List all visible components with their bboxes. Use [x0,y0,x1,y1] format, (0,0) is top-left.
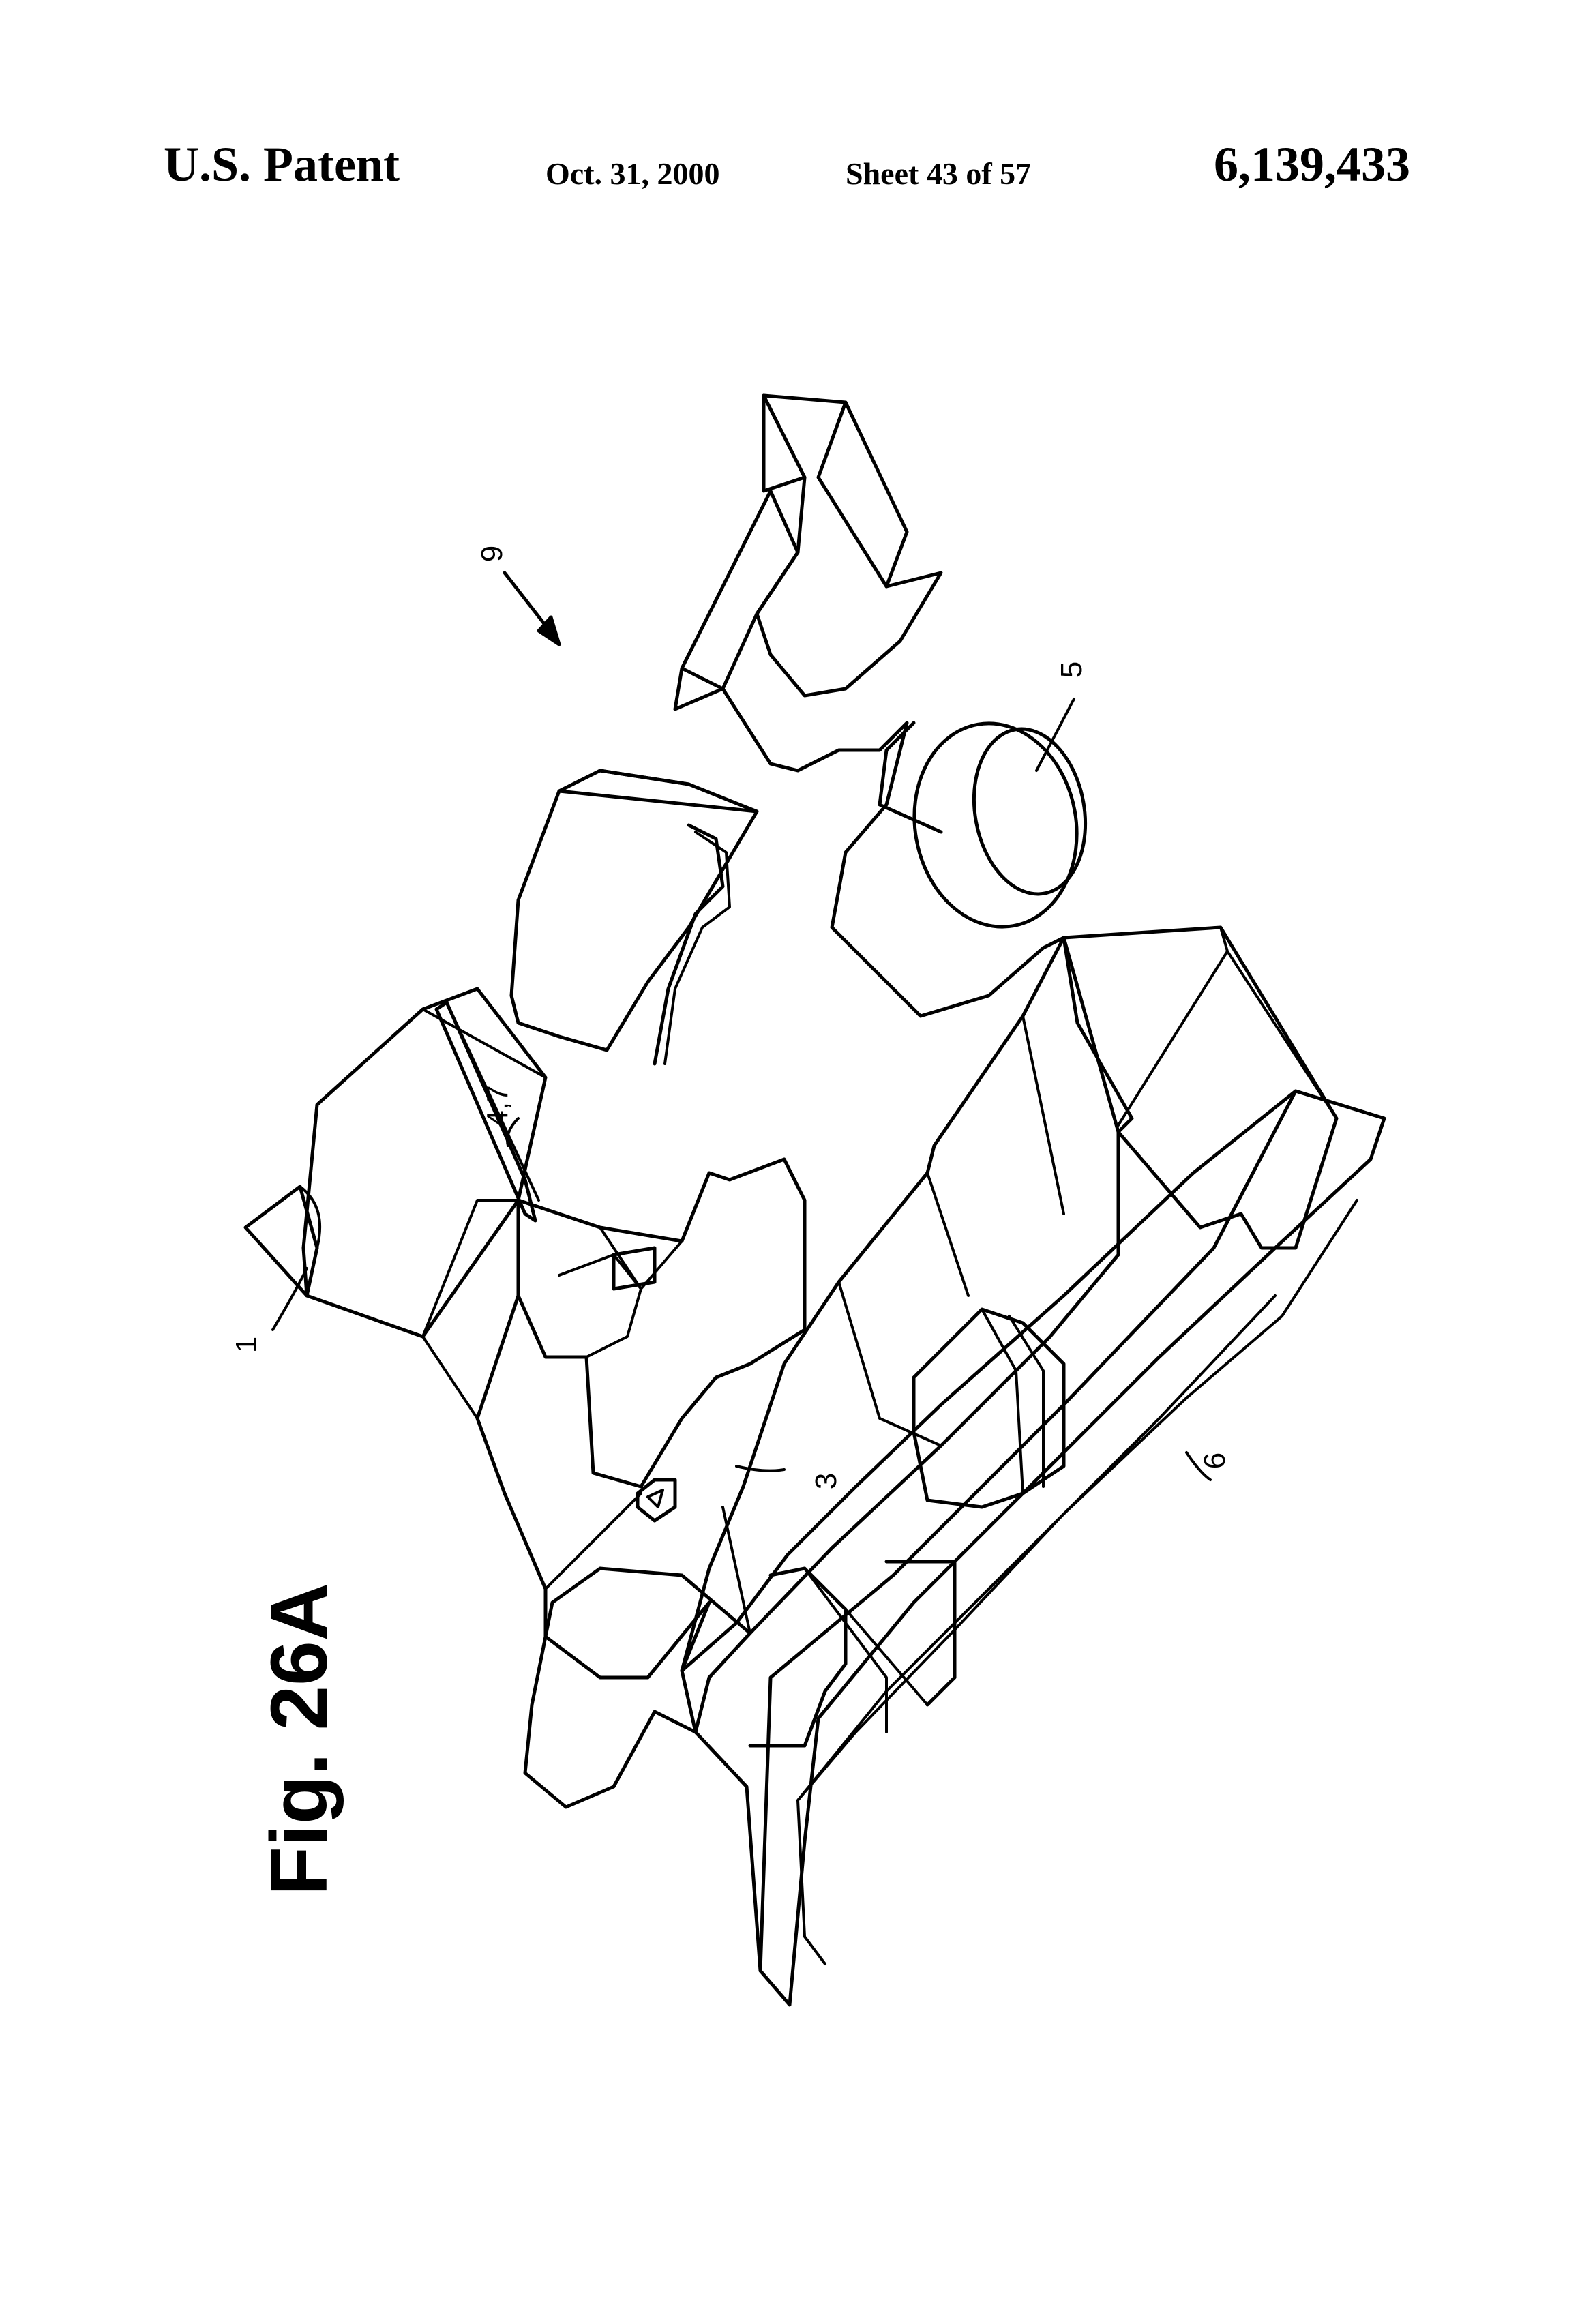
cylinder-5-top [961,720,1098,903]
lower-left-block [525,1568,750,1807]
small-triangle [648,1490,663,1507]
upper-housing [757,396,941,696]
leader-3 [736,1466,784,1471]
central-beam-top [723,1016,1064,1633]
lower-left-step-2 [805,1568,927,1732]
ref-3: 3 [811,1473,841,1489]
machinery-2 [559,1227,682,1357]
mid-step-edges [982,1309,1043,1493]
housing-window [655,825,723,1064]
ref-9: 9 [477,546,507,562]
ref-5: 5 [1057,661,1087,678]
ref-1: 1 [232,1337,262,1353]
ref-4-7: 4,7 [483,1085,513,1127]
machinery-1 [518,1159,805,1487]
ref-6: 6 [1200,1452,1230,1469]
machinery-4 [423,1337,641,1589]
right-block-edge [1118,927,1337,1125]
left-block-face [317,1009,546,1337]
left-block [303,989,546,1337]
housing-block [511,771,757,1050]
lower-left-step-1 [750,1568,846,1746]
upper-housing-2 [764,396,907,586]
rail-edge-2 [798,1296,1275,1800]
upper-ridge [675,491,798,709]
base-plate-inner [798,1200,1357,1964]
machinery-box [614,1248,655,1289]
figure-label: Fig. 26A [259,1583,340,1896]
